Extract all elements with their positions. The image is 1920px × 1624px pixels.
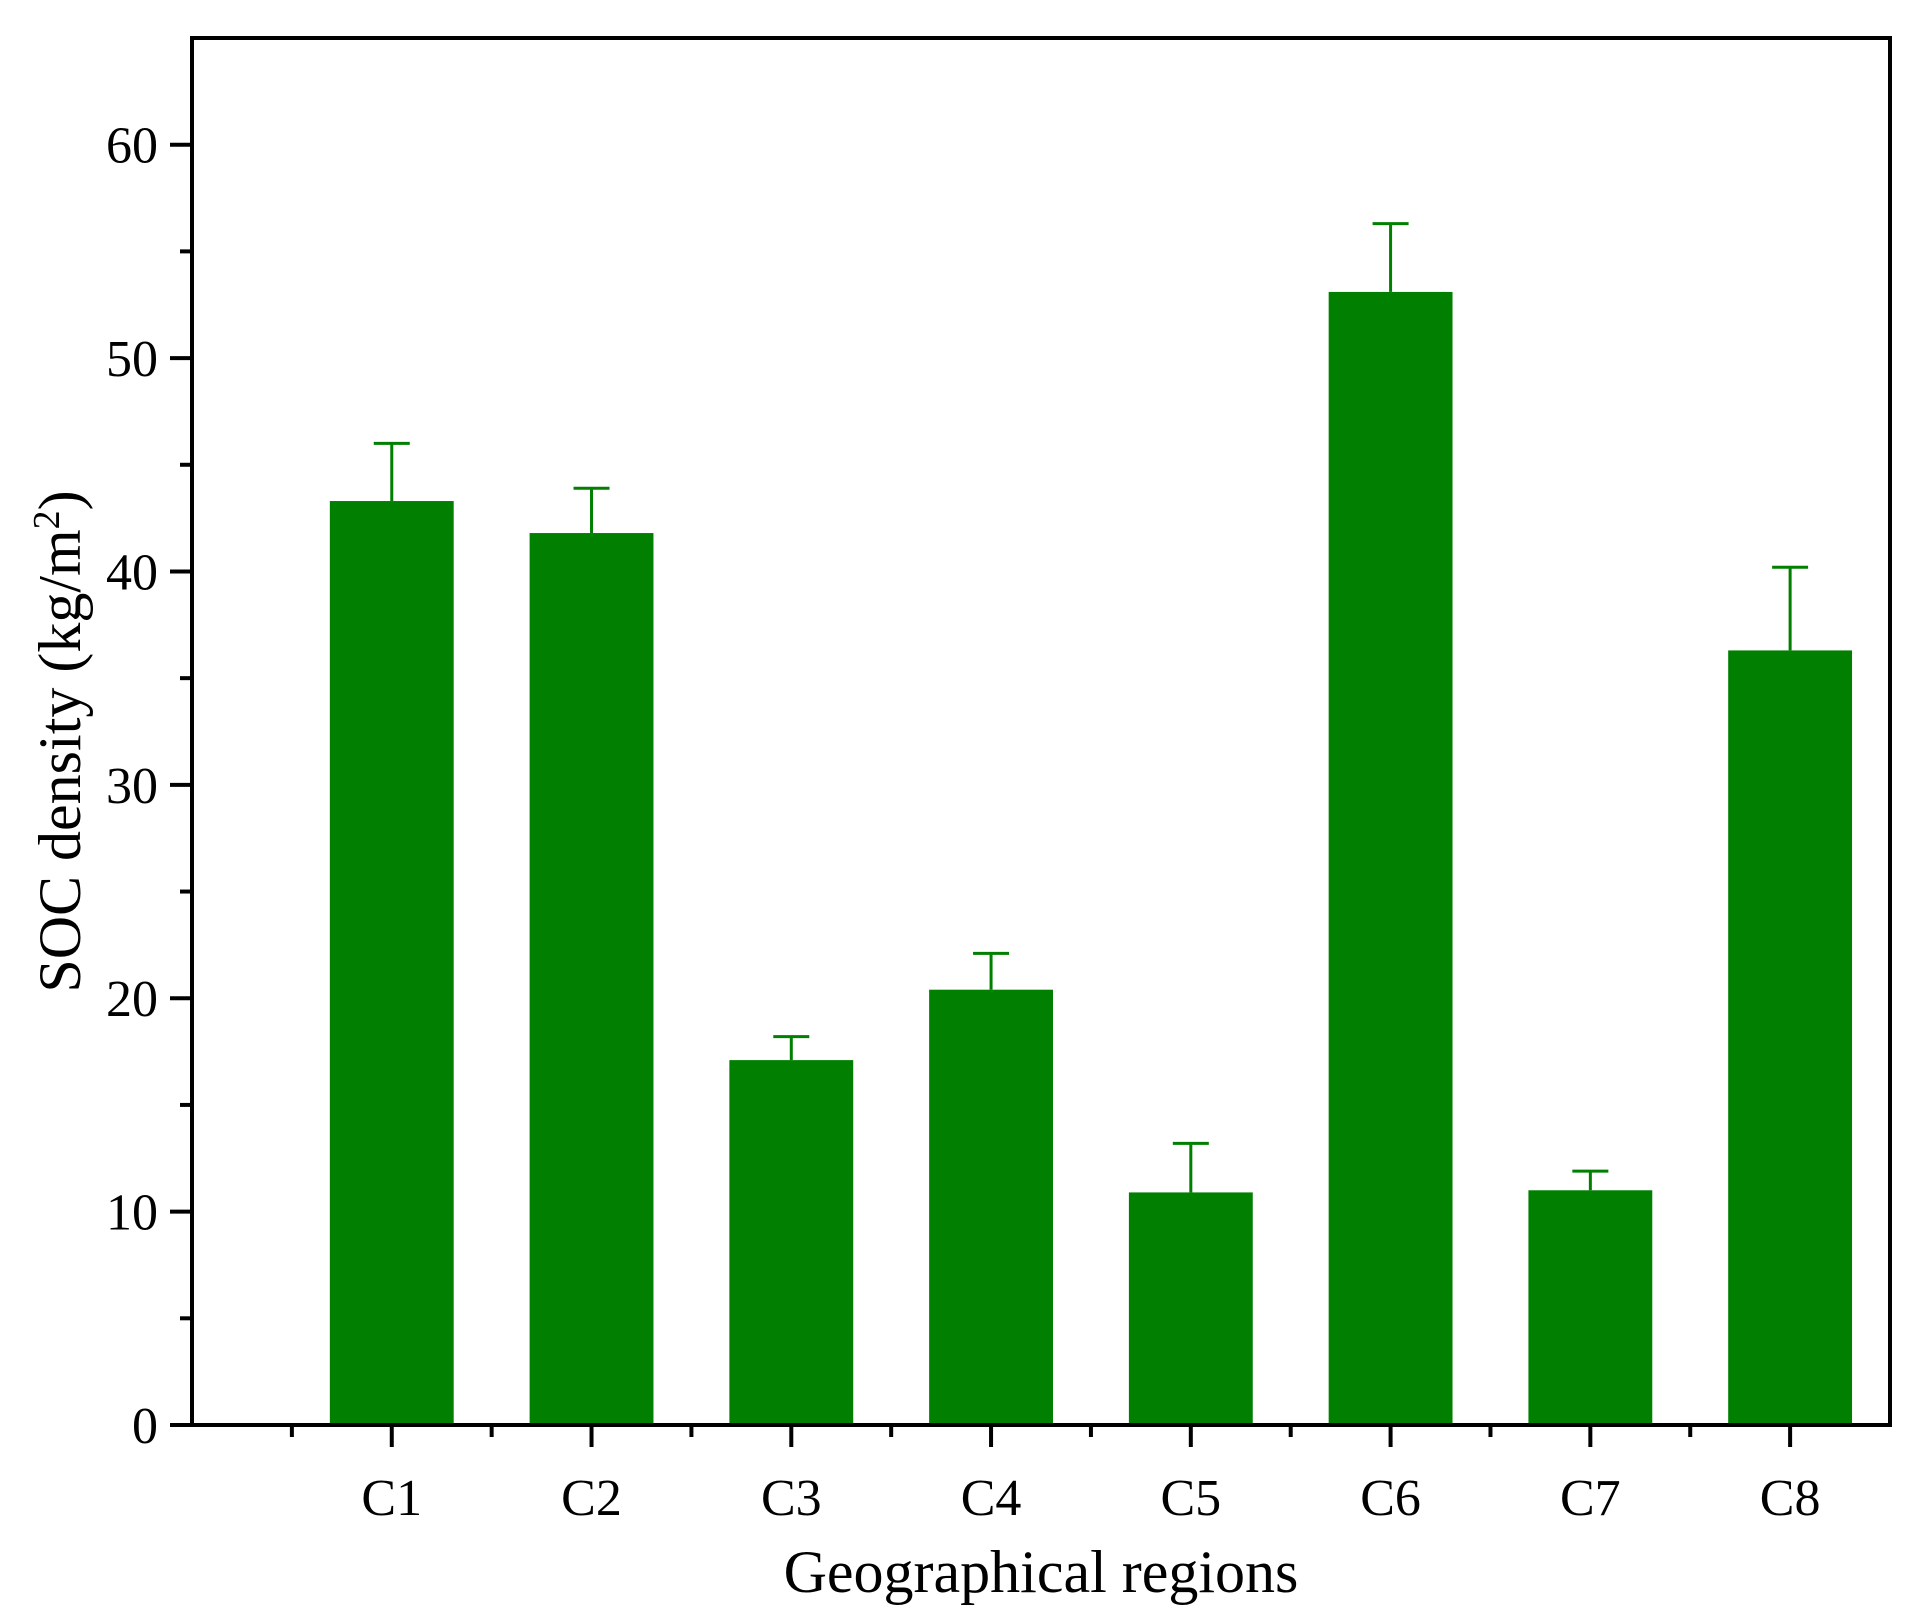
x-tick-label: C4 bbox=[961, 1470, 1022, 1527]
bar-c3 bbox=[729, 1060, 854, 1425]
y-tick-label: 40 bbox=[106, 544, 158, 601]
y-tick-label: 50 bbox=[106, 331, 158, 388]
x-tick-label: C3 bbox=[761, 1470, 822, 1527]
y-tick-label: 0 bbox=[132, 1398, 158, 1455]
x-tick-label: C2 bbox=[561, 1470, 622, 1527]
bar-c6 bbox=[1328, 291, 1453, 1425]
y-axis-title-main: SOC density (kg/m bbox=[27, 529, 93, 992]
x-tick-label: C7 bbox=[1560, 1470, 1621, 1527]
bar-c8 bbox=[1728, 650, 1853, 1425]
x-tick-label: C1 bbox=[361, 1470, 422, 1527]
x-tick-label: C6 bbox=[1360, 1470, 1421, 1527]
bar-c1 bbox=[329, 501, 454, 1425]
bar-c2 bbox=[529, 533, 654, 1425]
x-tick-label: C5 bbox=[1160, 1470, 1221, 1527]
y-axis-title-close: ) bbox=[27, 490, 93, 510]
error-bars-layer bbox=[373, 222, 1809, 1193]
y-tick-label: 30 bbox=[106, 758, 158, 815]
bar-c7 bbox=[1528, 1190, 1653, 1425]
y-axis-title: SOC density (kg/m2) bbox=[26, 490, 93, 992]
x-axis-ticks: C1 C2 C3 C4 C5 C6 C7 C8 bbox=[289, 1425, 1821, 1527]
y-tick-label: 10 bbox=[106, 1185, 158, 1242]
y-axis-title-superscript: 2 bbox=[26, 510, 68, 529]
bar-c4 bbox=[929, 989, 1053, 1425]
x-tick-label: C8 bbox=[1760, 1470, 1821, 1527]
plot-frame bbox=[190, 36, 1892, 1427]
bar-c5 bbox=[1128, 1192, 1253, 1425]
y-tick-label: 60 bbox=[106, 118, 158, 175]
bars-layer bbox=[329, 291, 1853, 1425]
y-axis-ticks: 0 10 20 30 40 50 60 bbox=[106, 118, 192, 1455]
y-tick-label: 20 bbox=[106, 971, 158, 1028]
x-axis-title: Geographical regions bbox=[784, 1539, 1299, 1605]
